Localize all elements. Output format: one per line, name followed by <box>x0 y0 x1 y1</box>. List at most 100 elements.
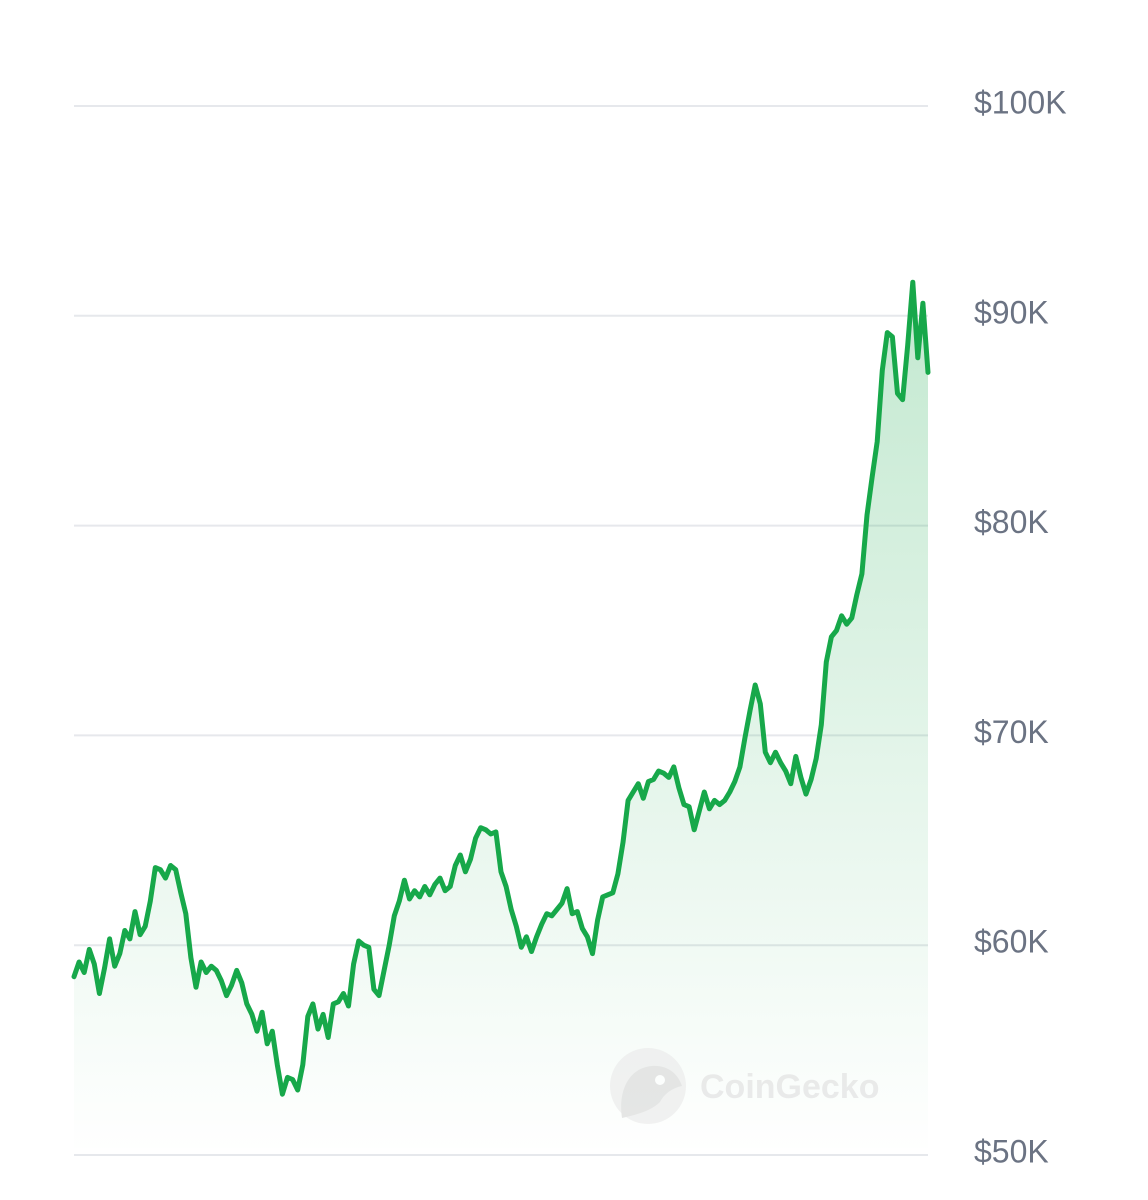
price-point <box>488 832 493 836</box>
price-point <box>804 792 808 797</box>
price-point <box>199 960 204 964</box>
price-point <box>727 790 732 794</box>
price-point <box>356 939 361 943</box>
price-point <box>554 907 559 912</box>
price-point <box>310 1001 315 1006</box>
price-point <box>768 760 773 765</box>
price-point <box>865 513 869 518</box>
price-point <box>224 993 229 998</box>
price-point <box>290 1077 295 1082</box>
price-point <box>824 660 829 664</box>
price-point <box>77 960 82 964</box>
price-point <box>732 779 737 784</box>
price-point <box>793 754 798 759</box>
price-point <box>244 1001 249 1006</box>
price-point <box>346 1004 351 1008</box>
price-point <box>819 722 824 727</box>
price-point <box>773 750 778 755</box>
price-point <box>239 981 244 985</box>
price-point <box>463 869 468 874</box>
price-point <box>707 806 712 811</box>
price-point <box>432 882 437 887</box>
price-point <box>676 785 681 790</box>
gecko-logo-icon <box>610 1048 686 1124</box>
price-point <box>671 764 676 769</box>
price-point <box>829 634 834 639</box>
price-point <box>712 798 717 803</box>
price-point <box>905 343 910 348</box>
price-point <box>493 829 498 834</box>
price-point <box>814 756 819 761</box>
price-point <box>875 439 880 444</box>
price-area-fill <box>74 282 928 1155</box>
price-point <box>453 863 458 868</box>
price-point <box>117 951 122 956</box>
price-point <box>407 897 412 901</box>
price-point <box>783 769 788 774</box>
price-point <box>219 978 224 983</box>
price-point <box>514 924 519 929</box>
price-point <box>417 894 422 899</box>
y-tick-label: $80K <box>974 504 1049 540</box>
price-point <box>402 878 407 883</box>
price-point <box>641 796 646 801</box>
price-point <box>387 943 392 948</box>
price-point <box>926 370 930 375</box>
y-tick-label: $50K <box>974 1133 1049 1169</box>
price-point <box>321 1012 326 1017</box>
price-point <box>107 936 112 941</box>
price-point <box>326 1035 331 1040</box>
price-point <box>163 876 168 881</box>
price-point <box>636 781 641 786</box>
price-point <box>138 932 143 937</box>
price-point <box>870 475 875 480</box>
price-point <box>158 867 163 872</box>
price-point <box>173 867 178 872</box>
price-point <box>595 918 600 922</box>
price-point <box>844 622 849 627</box>
price-point <box>422 884 427 889</box>
price-point <box>590 951 595 956</box>
price-point <box>580 926 585 931</box>
price-point <box>499 869 503 874</box>
price-point <box>336 999 341 1004</box>
price-point <box>809 777 814 782</box>
price-point <box>249 1012 254 1017</box>
price-point <box>737 764 742 769</box>
price-point <box>97 991 102 996</box>
price-point <box>621 840 625 845</box>
price-point <box>275 1062 280 1067</box>
price-point <box>778 760 783 765</box>
price-point <box>112 964 117 969</box>
price-point <box>910 280 915 285</box>
price-point <box>682 802 686 807</box>
price-point <box>646 779 651 784</box>
price-point <box>483 827 488 832</box>
y-tick-label: $90K <box>974 294 1049 330</box>
price-point <box>458 853 463 857</box>
data-points <box>72 280 930 1097</box>
price-point <box>92 962 97 967</box>
price-point <box>305 1014 310 1019</box>
price-point <box>122 928 127 933</box>
price-point <box>392 913 397 918</box>
price-point <box>839 613 844 618</box>
price-point <box>615 871 620 876</box>
price-point <box>854 592 859 597</box>
price-point <box>920 301 925 306</box>
price-point <box>188 955 193 960</box>
price-point <box>656 769 661 774</box>
price-point <box>397 899 402 904</box>
price-point <box>539 922 544 927</box>
price-point <box>214 968 219 973</box>
price-point <box>524 934 529 939</box>
price-point <box>788 781 793 786</box>
price-point <box>285 1075 290 1080</box>
price-point <box>82 970 87 975</box>
price-point <box>371 987 376 992</box>
price-point <box>209 964 214 969</box>
price-point <box>570 911 575 916</box>
price-point <box>915 355 920 360</box>
price-point <box>661 771 666 776</box>
